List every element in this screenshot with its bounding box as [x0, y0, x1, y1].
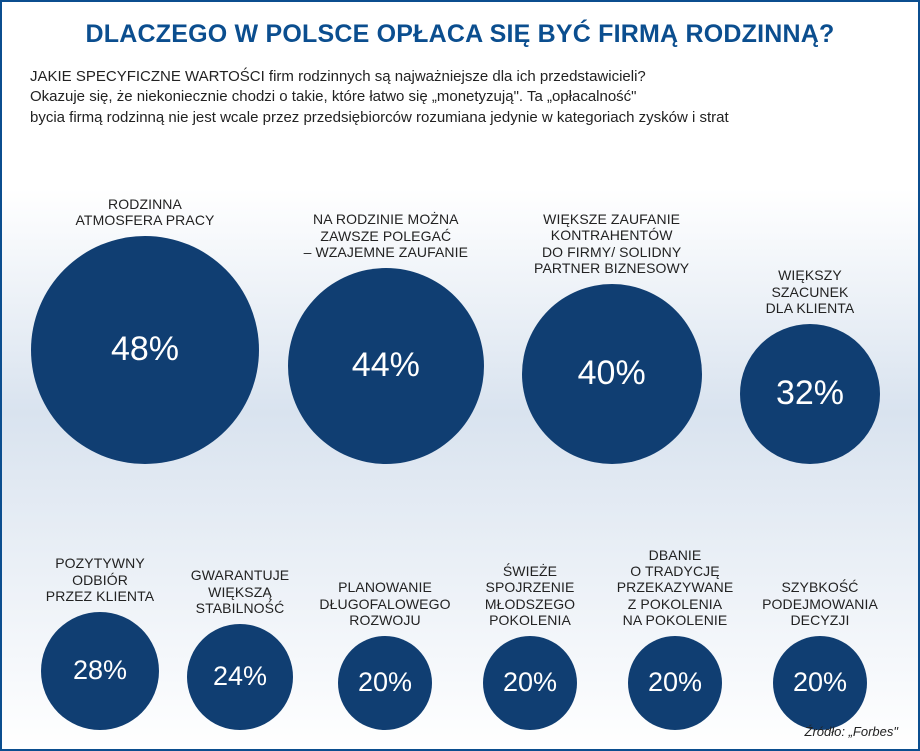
bubble-label: RODZINNA ATMOSFERA PRACY	[76, 196, 215, 228]
bubble-cell: SZYBKOŚĆ PODEJMOWANIA DECYZJI 20%	[750, 579, 890, 729]
bubble-label: GWARANTUJE WIĘKSZĄ STABILNOŚĆ	[191, 567, 289, 615]
bubble-value: 28%	[41, 612, 159, 730]
bubble-value: 40%	[522, 284, 702, 464]
infographic-frame: DLACZEGO W POLSCE OPŁACA SIĘ BYĆ FIRMĄ R…	[0, 0, 920, 751]
bubble-label: WIĘKSZE ZAUFANIE KONTRAHENTÓW DO FIRMY/ …	[534, 211, 689, 275]
bubble-value: 24%	[187, 624, 293, 730]
bubble-label: PLANOWANIE DŁUGOFALOWEGO ROZWOJU	[319, 579, 450, 627]
bubble-cell: WIĘKSZE ZAUFANIE KONTRAHENTÓW DO FIRMY/ …	[512, 211, 712, 463]
bubble-label: SZYBKOŚĆ PODEJMOWANIA DECYZJI	[762, 579, 878, 627]
bubble-value: 20%	[338, 636, 432, 730]
bubble-cell: PLANOWANIE DŁUGOFALOWEGO ROZWOJU 20%	[310, 579, 460, 729]
bubble-value: 48%	[31, 236, 259, 464]
bubble-label: POZYTYWNY ODBIÓR PRZEZ KLIENTA	[46, 555, 154, 603]
bubble-label: WIĘKSZY SZACUNEK DLA KLIENTA	[766, 267, 855, 315]
bubble-value: 44%	[288, 268, 484, 464]
chart-source: Źródło: „Forbes"	[805, 724, 898, 739]
bubble-value: 32%	[740, 324, 880, 464]
bubble-row: POZYTYWNY ODBIÓR PRZEZ KLIENTA28%GWARANT…	[30, 470, 890, 730]
bubble-cell: POZYTYWNY ODBIÓR PRZEZ KLIENTA 28%	[30, 555, 170, 729]
bubble-cell: ŚWIEŻE SPOJRZENIE MŁODSZEGO POKOLENIA 20%	[460, 563, 600, 729]
bubble-label: NA RODZINIE MOŻNA ZAWSZE POLEGAĆ – WZAJE…	[304, 211, 468, 259]
bubble-row: RODZINNA ATMOSFERA PRACY 48% NA RODZINIE M…	[30, 144, 890, 464]
bubble-label: ŚWIEŻE SPOJRZENIE MŁODSZEGO POKOLENIA	[485, 563, 575, 627]
bubble-rows: RODZINNA ATMOSFERA PRACY 48% NA RODZINIE M…	[30, 138, 890, 730]
bubble-cell: NA RODZINIE MOŻNA ZAWSZE POLEGAĆ – WZAJE…	[278, 211, 493, 463]
chart-title: DLACZEGO W POLSCE OPŁACA SIĘ BYĆ FIRMĄ R…	[30, 20, 890, 49]
bubble-value: 20%	[483, 636, 577, 730]
bubble-value: 20%	[628, 636, 722, 730]
bubble-cell: DBANIE O TRADYCJĘ PRZEKAZYWANE Z POKOLEN…	[600, 547, 750, 729]
bubble-cell: RODZINNA ATMOSFERA PRACY 48%	[30, 196, 260, 464]
bubble-cell: GWARANTUJE WIĘKSZĄ STABILNOŚĆ 24%	[170, 567, 310, 729]
chart-intro: JAKIE SPECYFICZNE WARTOŚCI firm rodzinny…	[30, 67, 890, 128]
bubble-label: DBANIE O TRADYCJĘ PRZEKAZYWANE Z POKOLEN…	[617, 547, 734, 627]
bubble-value: 20%	[773, 636, 867, 730]
bubble-cell: WIĘKSZY SZACUNEK DLA KLIENTA 32%	[730, 267, 890, 463]
